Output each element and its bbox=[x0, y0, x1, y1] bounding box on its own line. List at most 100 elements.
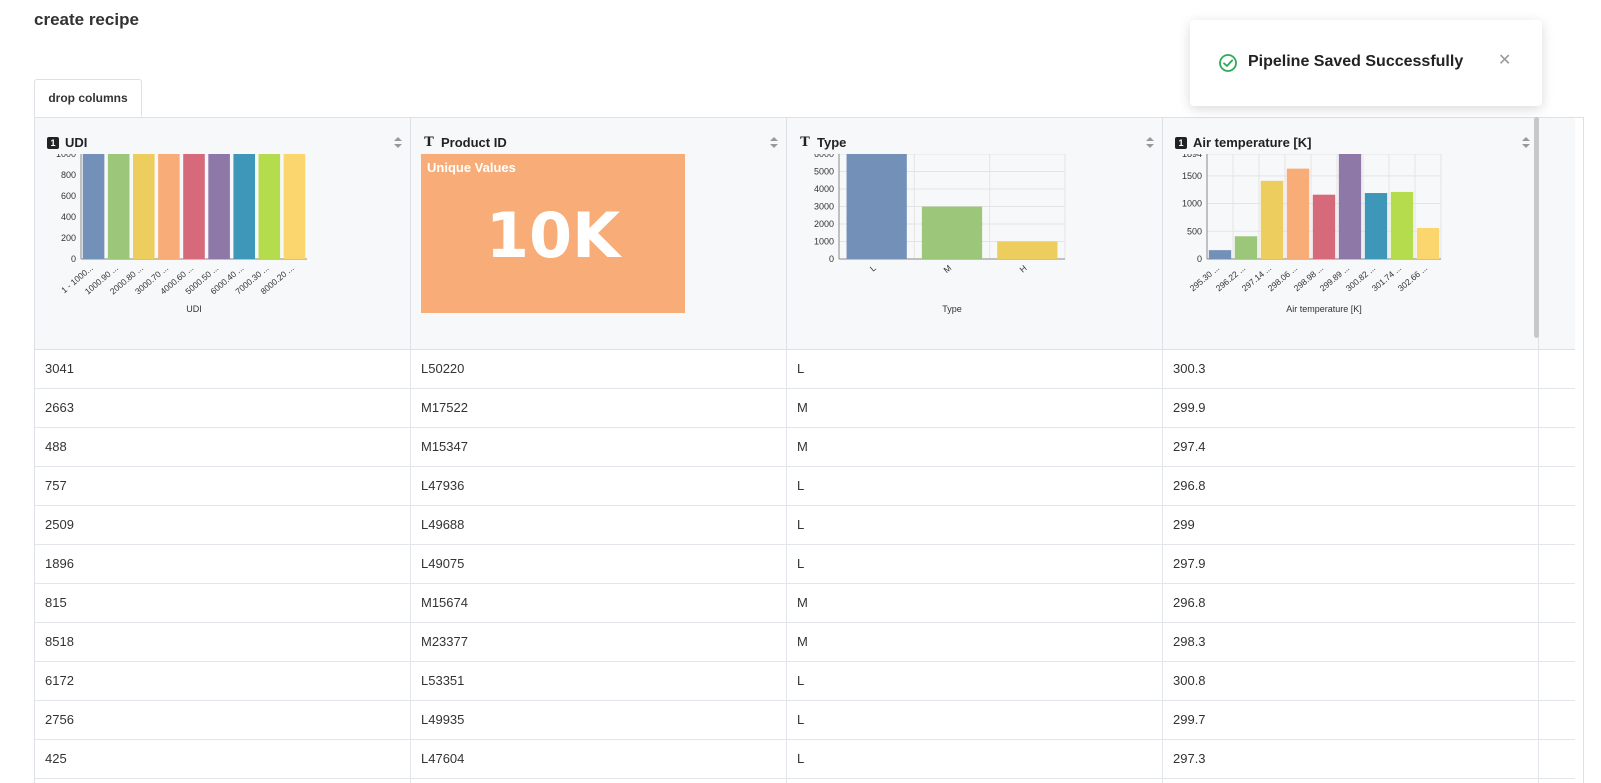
sort-icon[interactable] bbox=[1522, 137, 1530, 149]
y-tick-label: 1000 bbox=[56, 154, 76, 159]
close-icon[interactable]: ✕ bbox=[1498, 52, 1512, 69]
column-title: T Product ID bbox=[423, 135, 507, 150]
x-tick-label: H bbox=[1017, 263, 1028, 275]
table-cell: 488 bbox=[35, 428, 411, 466]
table-row[interactable]: 757 L47936 L 296.8 bbox=[35, 467, 1575, 506]
sort-icon[interactable] bbox=[1146, 137, 1154, 149]
table-cell: 815 bbox=[35, 584, 411, 622]
table-cell: M15347 bbox=[411, 428, 787, 466]
chart-bar bbox=[1260, 180, 1284, 259]
table-cell: L bbox=[787, 506, 1163, 544]
x-axis-label: Air temperature [K] bbox=[1286, 304, 1362, 314]
table-row[interactable]: 815 M15674 M 296.8 bbox=[35, 584, 1575, 623]
column-header-product-id[interactable]: T Product ID Unique Values 10K bbox=[411, 118, 787, 349]
unique-values-count: 10K bbox=[485, 199, 621, 272]
numeric-type-icon: 1 bbox=[1175, 136, 1187, 149]
table-row[interactable]: 3041 L50220 L 300.3 bbox=[35, 350, 1575, 389]
column-header-type[interactable]: T Type 0 1000 2000 3000 4000 5000 6000 L M H Type bbox=[787, 118, 1163, 349]
column-title: T Type bbox=[799, 135, 846, 150]
table-row[interactable] bbox=[35, 779, 1575, 783]
table-cell: M23377 bbox=[411, 623, 787, 661]
chart-bar bbox=[1312, 194, 1336, 259]
column-header-udi[interactable]: 1 UDI 0 200 400 600 800 1000 1 - 1000... 1000.9… bbox=[35, 118, 411, 349]
chart-bar bbox=[1416, 227, 1440, 259]
chart-bar bbox=[1338, 154, 1362, 259]
table-row[interactable]: 2756 L49935 L 299.7 bbox=[35, 701, 1575, 740]
y-tick-label: 400 bbox=[61, 212, 76, 222]
type-bar-chart: 0 1000 2000 3000 4000 5000 6000 L M H Type bbox=[814, 154, 1066, 314]
y-tick-label: 2000 bbox=[814, 219, 834, 229]
table-cell: L bbox=[787, 740, 1163, 778]
y-tick-label: 3000 bbox=[814, 202, 834, 212]
sort-icon[interactable] bbox=[394, 137, 402, 149]
column-name: Air temperature [K] bbox=[1193, 135, 1312, 150]
table-row[interactable]: 488 M15347 M 297.4 bbox=[35, 428, 1575, 467]
chart-bar bbox=[258, 154, 281, 259]
table-cell bbox=[35, 779, 411, 783]
numeric-type-icon: 1 bbox=[47, 136, 59, 149]
y-tick-label: 6000 bbox=[814, 154, 834, 159]
table-cell: 3041 bbox=[35, 350, 411, 388]
table-cell: L50220 bbox=[411, 350, 787, 388]
column-header-air-temperature[interactable]: 1 Air temperature [K] 0 500 1000 1500 1894 29… bbox=[1163, 118, 1539, 349]
table-cell: M17522 bbox=[411, 389, 787, 427]
success-toast: Pipeline Saved Successfully ✕ bbox=[1190, 20, 1542, 106]
column-name: Type bbox=[817, 135, 847, 150]
table-cell: 2663 bbox=[35, 389, 411, 427]
y-tick-label: 0 bbox=[71, 254, 76, 264]
table-cell: 1896 bbox=[35, 545, 411, 583]
table-cell: 6172 bbox=[35, 662, 411, 700]
table-cell: L47604 bbox=[411, 740, 787, 778]
y-tick-label: 1000 bbox=[814, 237, 834, 247]
table-cell: M bbox=[787, 584, 1163, 622]
table-row[interactable]: 425 L47604 L 297.3 bbox=[35, 740, 1575, 779]
y-tick-label: 0 bbox=[1197, 254, 1202, 264]
y-tick-label: 4000 bbox=[814, 184, 834, 194]
y-tick-label: 1500 bbox=[1182, 171, 1202, 181]
chart-bar bbox=[283, 154, 306, 259]
text-type-icon: T bbox=[800, 135, 810, 150]
table-cell: L bbox=[787, 701, 1163, 739]
y-tick-label: 200 bbox=[61, 233, 76, 243]
page-title: create recipe bbox=[34, 10, 139, 29]
table-cell: 296.8 bbox=[1163, 584, 1539, 622]
chart-bar bbox=[158, 154, 180, 259]
table-cell: 297.9 bbox=[1163, 545, 1539, 583]
chart-bar bbox=[846, 154, 907, 259]
y-tick-label: 0 bbox=[829, 254, 834, 264]
chart-bar bbox=[132, 154, 155, 259]
column-name: Product ID bbox=[441, 135, 507, 150]
toast-message: Pipeline Saved Successfully bbox=[1248, 53, 1464, 70]
y-tick-label: 5000 bbox=[814, 167, 834, 177]
table-cell: 298.3 bbox=[1163, 623, 1539, 661]
table-cell: M bbox=[787, 389, 1163, 427]
table-cell: M bbox=[787, 428, 1163, 466]
table-cell: 300.3 bbox=[1163, 350, 1539, 388]
y-tick-label: 600 bbox=[61, 191, 76, 201]
table-row[interactable]: 6172 L53351 L 300.8 bbox=[35, 662, 1575, 701]
table-row[interactable]: 8518 M23377 M 298.3 bbox=[35, 623, 1575, 662]
chart-bar bbox=[233, 154, 256, 259]
y-tick-label: 1000 bbox=[1182, 199, 1202, 209]
table-cell: 757 bbox=[35, 467, 411, 505]
table-cell: 300.8 bbox=[1163, 662, 1539, 700]
table-cell: 297.4 bbox=[1163, 428, 1539, 466]
vertical-scrollbar[interactable] bbox=[1534, 117, 1539, 338]
x-axis-label: Type bbox=[942, 304, 962, 314]
table-cell: L47936 bbox=[411, 467, 787, 505]
table-row[interactable]: 2663 M17522 M 299.9 bbox=[35, 389, 1575, 428]
table-cell: L bbox=[787, 467, 1163, 505]
tab-drop-columns[interactable]: drop columns bbox=[34, 79, 142, 117]
sort-icon[interactable] bbox=[770, 137, 778, 149]
table-row[interactable]: 1896 L49075 L 297.9 bbox=[35, 545, 1575, 584]
table-cell: 2756 bbox=[35, 701, 411, 739]
x-axis-label: UDI bbox=[186, 304, 202, 314]
chart-bar bbox=[208, 154, 230, 259]
table-row[interactable]: 2509 L49688 L 299 bbox=[35, 506, 1575, 545]
chart-bar bbox=[1364, 193, 1388, 259]
y-tick-label: 1894 bbox=[1182, 154, 1202, 159]
table-cell: 299.7 bbox=[1163, 701, 1539, 739]
table-cell: 296.8 bbox=[1163, 467, 1539, 505]
y-tick-label: 800 bbox=[61, 170, 76, 180]
